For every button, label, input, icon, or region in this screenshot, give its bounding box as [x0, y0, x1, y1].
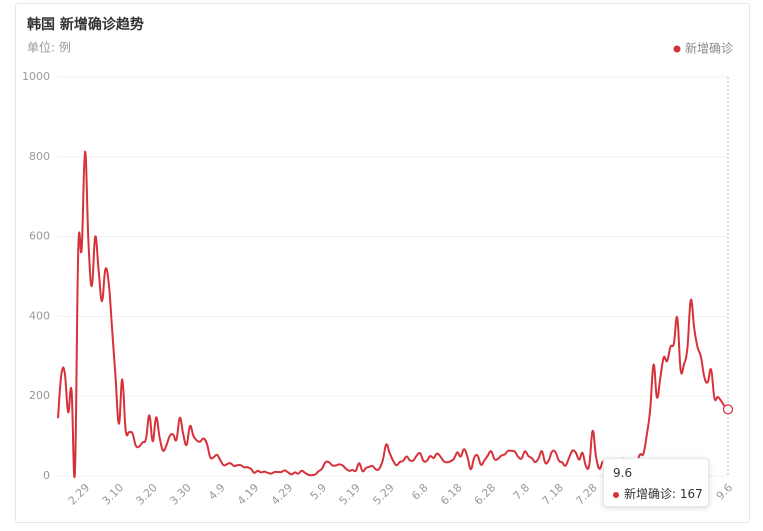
x-tick-label: 5.9: [308, 481, 330, 503]
x-tick-label: 5.29: [370, 481, 397, 508]
chart-subtitle: 单位: 例: [27, 40, 71, 55]
tooltip-row: 新增确诊167: [613, 485, 703, 502]
x-tick-label: 6.28: [472, 481, 499, 508]
chart-title: 韩国 新增确诊趋势: [27, 16, 144, 33]
x-tick-label: 4.9: [206, 481, 228, 503]
hover-point: [722, 404, 734, 415]
x-tick-label: 6.18: [438, 481, 465, 508]
tooltip-value: 167: [679, 487, 703, 501]
y-tick-label: 1000: [22, 70, 50, 83]
x-tick-label: 3.10: [100, 481, 127, 508]
x-tick-label: 6.8: [409, 481, 431, 503]
tooltip-dot: [613, 491, 619, 498]
tooltip-title: 9.6: [613, 466, 633, 480]
x-tick-label: 3.30: [167, 481, 194, 508]
card: [15, 3, 750, 523]
x-tick-label: 5.19: [337, 481, 364, 508]
y-tick-label: 600: [29, 230, 50, 243]
legend-marker: [673, 45, 681, 53]
y-tick-label: 200: [29, 389, 50, 402]
y-tick-label: 0: [43, 469, 50, 482]
x-tick-label: 7.28: [573, 481, 600, 508]
x-tick-label: 2.29: [66, 481, 93, 508]
x-tick-label: 7.18: [540, 481, 567, 508]
legend-label: 新增确诊: [685, 41, 733, 56]
x-tick-label: 4.19: [235, 481, 262, 508]
x-tick-label: 9.6: [714, 481, 736, 503]
tooltip: 9.6 新增确诊167: [603, 458, 709, 507]
line: [57, 150, 729, 478]
x-tick-label: 4.29: [269, 481, 296, 508]
x-tick-label: 3.20: [133, 481, 160, 508]
y-tick-label: 800: [29, 150, 50, 163]
x-tick-label: 7.8: [511, 481, 533, 503]
tooltip-name: 新增确诊: [624, 487, 680, 501]
y-tick-label: 400: [29, 309, 50, 322]
